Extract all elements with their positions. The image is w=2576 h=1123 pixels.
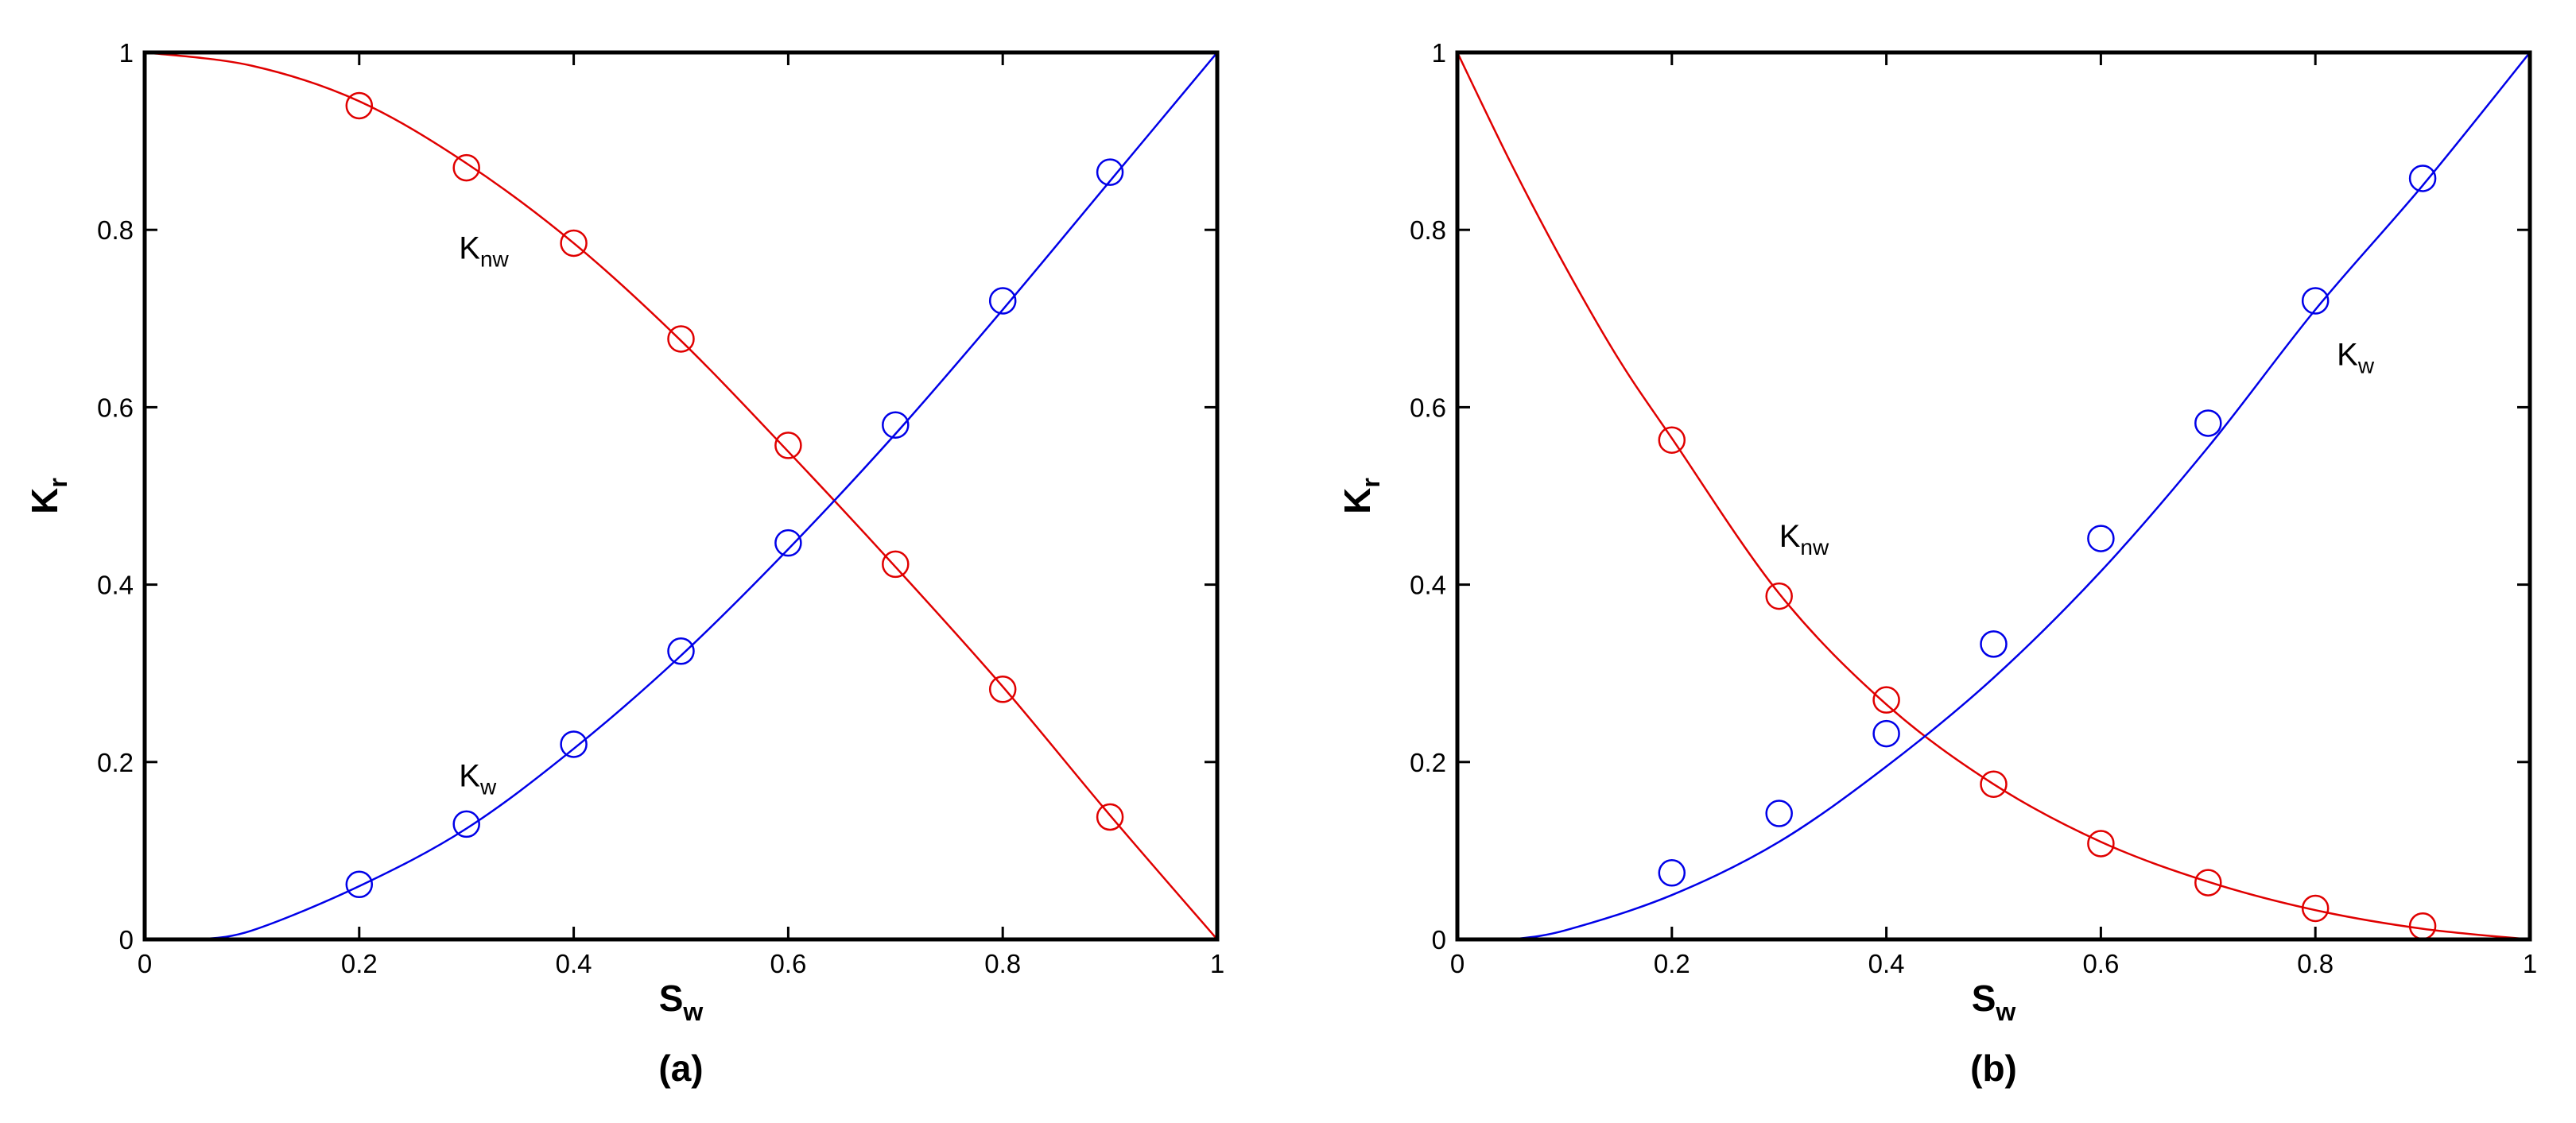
x-tick-label: 0.6	[770, 949, 806, 978]
x-tick-label: 0.2	[1654, 949, 1690, 978]
y-tick-label: 0.6	[97, 393, 134, 422]
plot-frame	[142, 50, 1220, 942]
caption: (a)	[658, 1047, 703, 1089]
annotation-sub: nw	[480, 247, 510, 272]
marker	[452, 153, 480, 182]
y-axis-label: Kr	[1336, 478, 1385, 514]
x-tick-label: 0.4	[1868, 949, 1905, 978]
annotation: Kw	[2337, 337, 2375, 378]
x-tick-label: 0.4	[556, 949, 592, 978]
x-tick-label: 0.2	[341, 949, 378, 978]
x-tick-label: 0.6	[2082, 949, 2119, 978]
y-axis-label: Kr	[24, 478, 72, 514]
annotation-sub: w	[479, 775, 497, 800]
x-axis-label-main: S	[659, 978, 684, 1019]
marker	[1980, 770, 2008, 798]
marker	[1096, 158, 1124, 186]
marker	[988, 676, 1017, 703]
marker	[1765, 800, 1793, 827]
caption: (b)	[1970, 1047, 2017, 1089]
marker	[1658, 426, 1686, 454]
curve	[145, 52, 1217, 939]
curve	[1457, 52, 2530, 939]
annotation: Knw	[459, 231, 509, 272]
marker	[2301, 287, 2330, 315]
marker	[774, 432, 802, 459]
marker	[2408, 165, 2437, 192]
marker	[2087, 525, 2115, 552]
marker	[1096, 803, 1124, 831]
marker	[1872, 719, 1900, 748]
x-axis-label: Sw	[1972, 978, 2016, 1026]
marker	[1658, 859, 1686, 887]
marker	[2301, 894, 2330, 923]
marker	[667, 637, 695, 665]
marker	[2408, 912, 2437, 940]
x-axis-label-main: S	[1972, 978, 1996, 1019]
y-tick-label: 1	[1432, 38, 1446, 68]
y-axis-label-sub: r	[1356, 478, 1385, 487]
marker	[345, 91, 374, 120]
y-tick-label: 0.8	[1410, 215, 1446, 245]
annotation: Knw	[1779, 519, 1829, 560]
x-axis-label-sub: w	[682, 997, 703, 1026]
x-tick-label: 1	[2523, 949, 2537, 978]
annotation-sub: w	[2357, 353, 2375, 378]
marker	[882, 411, 910, 439]
marker	[345, 870, 374, 899]
y-tick-label: 0.2	[1410, 748, 1446, 777]
x-tick-label: 0.8	[984, 949, 1021, 978]
marker	[774, 529, 802, 557]
annotation-main: K	[1779, 519, 1801, 554]
y-tick-label: 0.4	[97, 571, 134, 600]
marker	[988, 287, 1017, 315]
y-axis-label-main: K	[1336, 488, 1378, 514]
annotation-main: K	[459, 759, 480, 794]
x-tick-label: 1	[1210, 949, 1224, 978]
annotation-main: K	[2337, 337, 2358, 372]
y-tick-label: 1	[119, 38, 134, 68]
y-tick-label: 0	[1432, 925, 1446, 955]
marker	[1872, 686, 1900, 714]
y-tick-label: 0	[119, 925, 134, 955]
marker	[667, 325, 695, 353]
marker	[2194, 869, 2222, 896]
annotation: Kw	[459, 759, 497, 800]
x-tick-label: 0.8	[2297, 949, 2334, 978]
marker	[1765, 582, 1793, 610]
y-tick-label: 0.2	[97, 748, 134, 777]
y-tick-label: 0.4	[1410, 571, 1446, 600]
x-tick-label: 0	[1450, 949, 1465, 978]
curve	[1511, 52, 2530, 939]
x-tick-label: 0	[138, 949, 152, 978]
y-axis-label-main: K	[24, 488, 65, 514]
marker	[560, 229, 588, 258]
curve	[198, 52, 1217, 939]
y-tick-label: 0.8	[97, 215, 134, 245]
marker	[1980, 630, 2008, 658]
y-axis-label-sub: r	[44, 478, 72, 487]
marker	[452, 810, 480, 838]
x-axis-label: Sw	[659, 978, 704, 1026]
x-axis-label-sub: w	[1995, 997, 2015, 1026]
marker	[882, 550, 910, 579]
y-tick-label: 0.6	[1410, 393, 1446, 422]
marker	[560, 730, 588, 758]
annotation-main: K	[459, 231, 480, 266]
marker	[2194, 409, 2222, 437]
annotation-sub: nw	[1800, 535, 1829, 560]
marker	[2087, 830, 2115, 858]
plot-frame	[1455, 50, 2532, 942]
